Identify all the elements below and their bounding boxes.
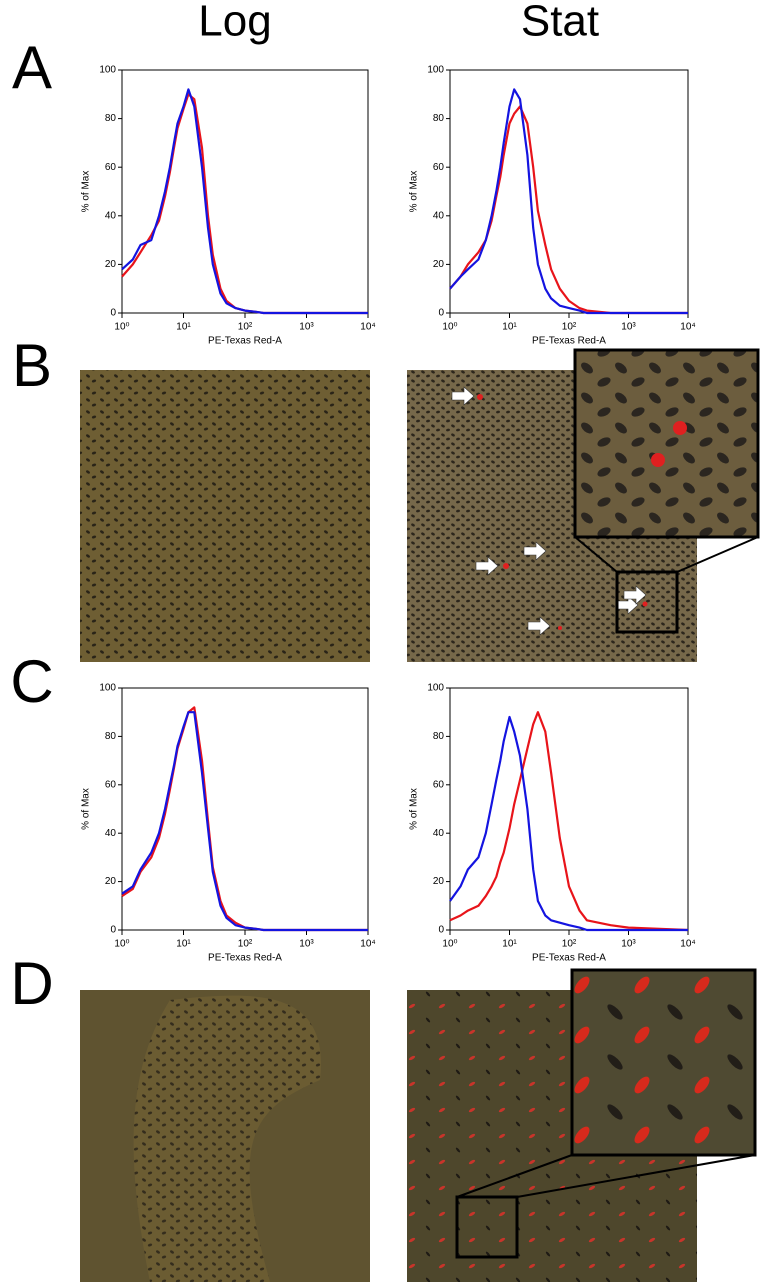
arrows (451, 386, 647, 636)
x-tick-label: 10⁴ (360, 322, 375, 333)
zoom-line (456, 1154, 573, 1198)
x-tick-label: 10⁰ (114, 322, 129, 333)
zoom-box (615, 570, 679, 634)
x-tick-label: 10¹ (176, 322, 191, 333)
y-tick-label: 80 (105, 113, 117, 124)
x-axis-label: PE-Texas Red-A (208, 953, 282, 964)
series-line (121, 711, 368, 932)
y-tick-label: 100 (427, 65, 444, 76)
x-tick-label: 10⁰ (442, 322, 457, 333)
plot-frame (121, 687, 369, 931)
series-line (449, 715, 688, 932)
zoom-line (516, 1154, 756, 1198)
colony (133, 995, 321, 1282)
y-axis-label: % of Max (81, 788, 92, 830)
y-tick-label: 20 (433, 259, 445, 270)
series-line (449, 711, 689, 932)
x-tick-label: 10⁴ (680, 322, 695, 333)
y-axis-label: % of Max (81, 171, 92, 213)
inset (573, 348, 760, 539)
inset (570, 968, 757, 1157)
x-tick-label: 10³ (299, 322, 314, 333)
y-tick-label: 0 (438, 925, 444, 936)
plot-frame (121, 69, 369, 314)
plot-frame (449, 687, 689, 931)
y-tick-label: 80 (105, 731, 117, 742)
panel-letter: D (10, 950, 53, 1017)
y-tick-label: 20 (105, 259, 117, 270)
series-line (121, 706, 368, 932)
x-tick-label: 10³ (621, 939, 636, 950)
x-axis-label: PE-Texas Red-A (532, 953, 606, 964)
panel-letter: C (10, 648, 53, 715)
zoom-box (455, 1195, 519, 1259)
panel-letter: B (12, 332, 52, 399)
x-tick-label: 10³ (621, 322, 636, 333)
x-tick-label: 10⁴ (360, 939, 375, 950)
panel-letter: A (12, 34, 52, 101)
series-line (121, 88, 368, 315)
zoom-line (574, 536, 618, 573)
x-tick-label: 10² (562, 939, 577, 950)
y-tick-label: 60 (433, 779, 445, 790)
red-cells (477, 394, 648, 630)
y-tick-label: 0 (438, 308, 444, 319)
y-tick-label: 100 (427, 683, 444, 694)
zoom-line (676, 536, 759, 573)
y-tick-label: 60 (105, 162, 117, 173)
y-tick-label: 40 (433, 828, 445, 839)
x-axis-label: PE-Texas Red-A (208, 336, 282, 347)
y-tick-label: 60 (433, 162, 445, 173)
micrograph (80, 370, 370, 662)
red-cell (673, 421, 687, 435)
red-cell (651, 453, 665, 467)
y-tick-label: 40 (105, 828, 117, 839)
series-line (449, 105, 688, 315)
x-tick-label: 10² (238, 322, 253, 333)
y-tick-label: 80 (433, 113, 445, 124)
y-tick-label: 40 (105, 210, 117, 221)
x-tick-label: 10⁰ (114, 939, 129, 950)
x-axis-label: PE-Texas Red-A (532, 336, 606, 347)
y-tick-label: 100 (99, 683, 116, 694)
x-tick-label: 10¹ (176, 939, 191, 950)
x-tick-label: 10² (238, 939, 253, 950)
plot-frame (449, 69, 689, 314)
x-tick-label: 10² (562, 322, 577, 333)
y-tick-label: 80 (433, 731, 445, 742)
y-axis-label: % of Max (409, 788, 420, 830)
series-line (121, 93, 368, 315)
y-tick-label: 40 (433, 210, 445, 221)
y-tick-label: 20 (433, 876, 445, 887)
y-tick-label: 0 (110, 308, 116, 319)
series-line (449, 88, 688, 315)
y-tick-label: 20 (105, 876, 117, 887)
x-tick-label: 10¹ (502, 939, 517, 950)
x-tick-label: 10⁴ (680, 939, 695, 950)
y-axis-label: % of Max (409, 171, 420, 213)
column-title: Stat (521, 0, 599, 46)
column-title: Log (198, 0, 271, 46)
y-tick-label: 60 (105, 779, 117, 790)
x-tick-label: 10⁰ (442, 939, 457, 950)
x-tick-label: 10¹ (502, 322, 517, 333)
x-tick-label: 10³ (299, 939, 314, 950)
y-tick-label: 0 (110, 925, 116, 936)
y-tick-label: 100 (99, 65, 116, 76)
